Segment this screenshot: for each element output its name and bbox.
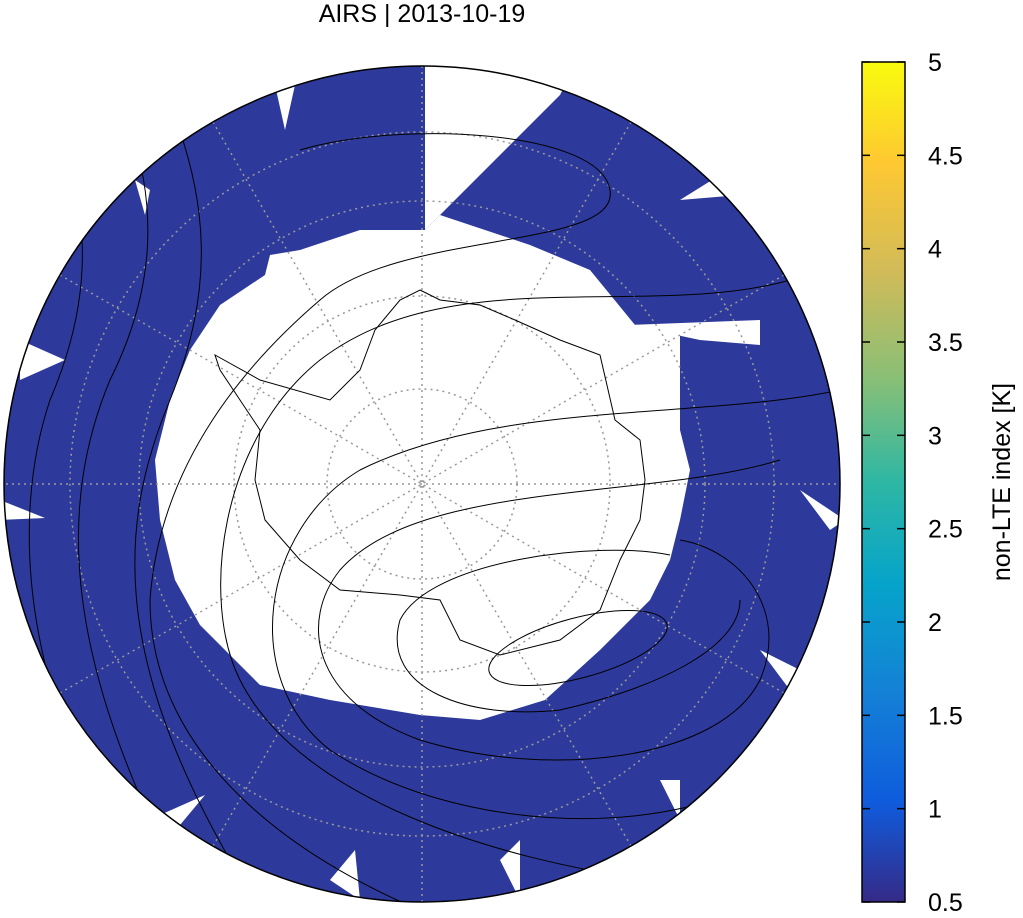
data-gap	[160, 795, 205, 825]
tick-label: 0.5	[928, 889, 963, 913]
data-gap	[155, 215, 690, 720]
map-title: AIRS | 2013-10-19	[319, 0, 526, 28]
tick-label: 4	[928, 236, 942, 264]
coastline	[214, 289, 646, 656]
colorbar	[861, 61, 906, 903]
tick-label: 2	[928, 609, 942, 637]
graticule	[4, 66, 840, 902]
colorbar-ticks: 0.5 1 1.5 2 2.5 3 3.5 4 4.5 5	[862, 49, 963, 917]
tick-label: 1	[928, 796, 942, 824]
data-gap	[275, 85, 295, 130]
data-gap	[800, 490, 840, 530]
tick-label: 3	[928, 422, 942, 450]
tick-label: 3.5	[928, 329, 963, 357]
data-gap	[760, 650, 800, 690]
data-gap	[500, 840, 520, 900]
data-gap	[135, 180, 150, 215]
tick-label: 1.5	[928, 702, 963, 730]
map	[4, 66, 840, 902]
colorbar-label: non-LTE index [K]	[988, 383, 1016, 581]
tick-label: 4.5	[928, 142, 963, 170]
data-gap	[630, 320, 760, 345]
data-gap	[330, 850, 360, 900]
map-border	[3, 65, 841, 903]
tick-label: 5	[928, 49, 942, 77]
data-gap	[4, 500, 45, 520]
tick-label: 2.5	[928, 516, 963, 544]
data-gap	[20, 340, 65, 380]
data-gap	[425, 66, 580, 230]
